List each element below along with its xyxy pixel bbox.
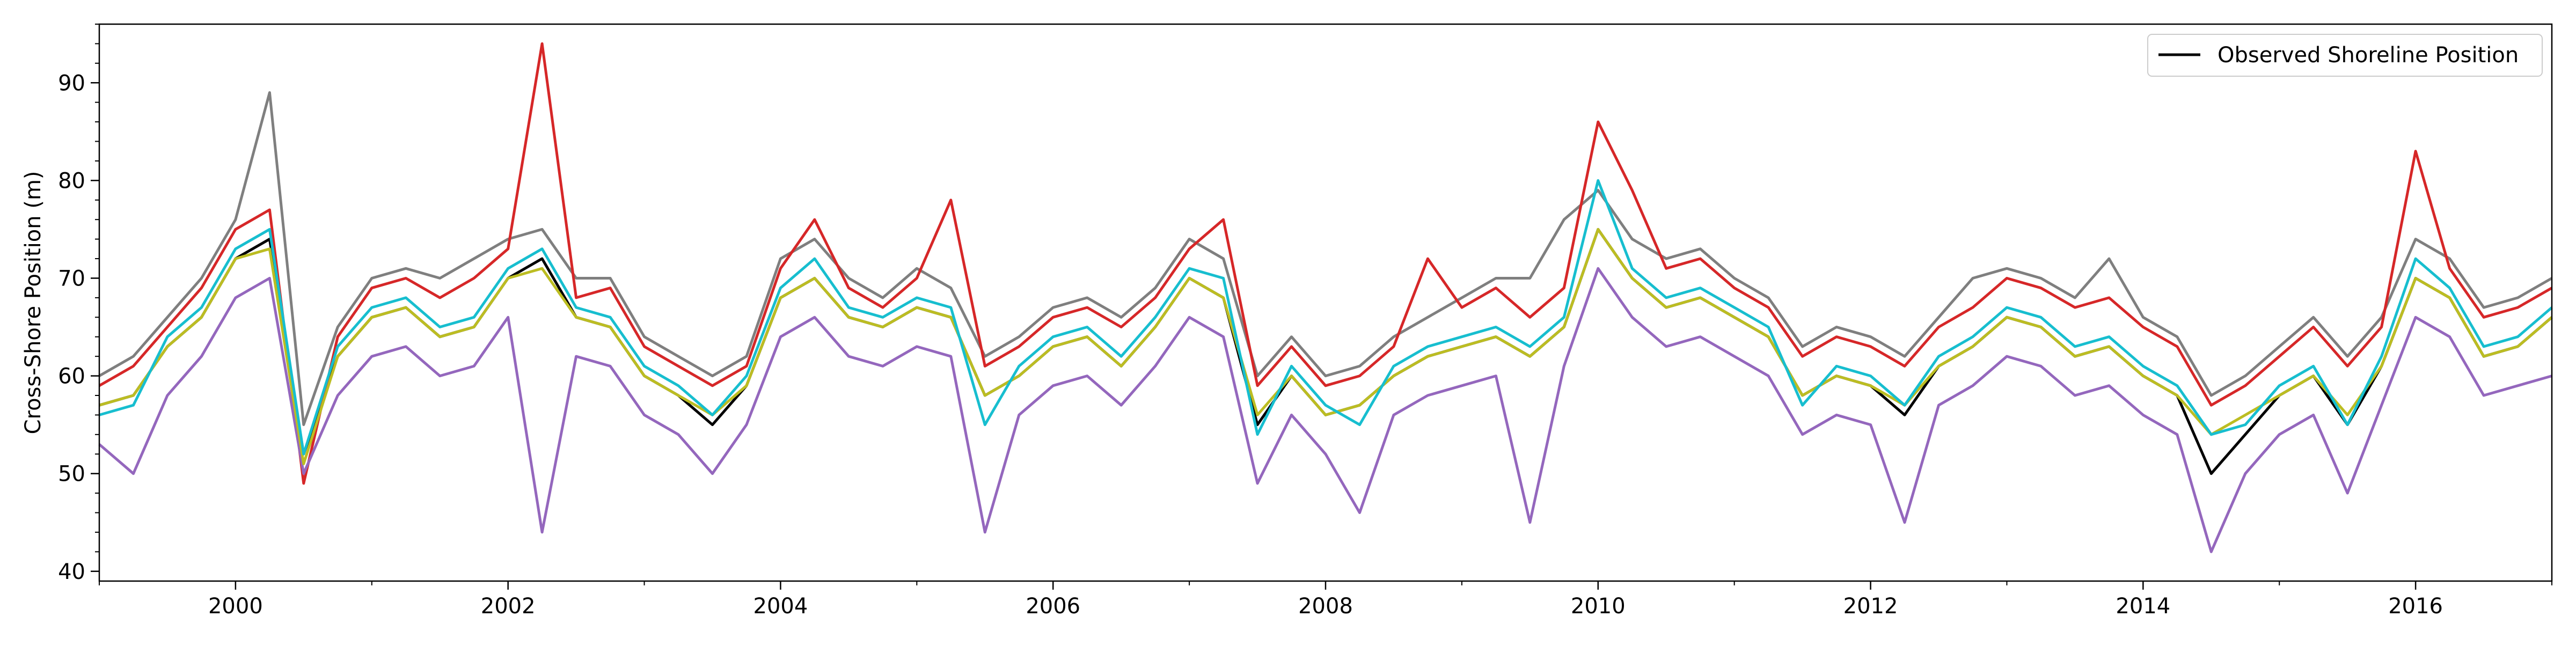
legend: Observed Shoreline Position xyxy=(2147,34,2543,77)
y-axis: 40 50 60 70 80 90 xyxy=(58,24,99,584)
legend-box xyxy=(2147,34,2543,77)
series-layer xyxy=(98,42,2553,553)
legend-label: Observed Shoreline Position xyxy=(2218,43,2519,68)
x-axis: 2000 2002 2004 2006 2008 2010 2012 2014 2016 xyxy=(99,581,2552,619)
x-tick-label: 2000 xyxy=(208,594,263,619)
x-tick-label: 2014 xyxy=(2116,594,2170,619)
x-tick-label: 2004 xyxy=(753,594,808,619)
y-tick-label: 50 xyxy=(58,462,85,487)
x-tick-label: 2008 xyxy=(1298,594,1353,619)
x-tick-label: 2012 xyxy=(1843,594,1898,619)
y-axis-label: Cross-Shore Position (m) xyxy=(21,171,46,435)
y-tick-label: 40 xyxy=(58,560,85,584)
series-line-1 xyxy=(98,91,2553,427)
x-tick-label: 2006 xyxy=(1026,594,1080,619)
series-line-2 xyxy=(98,42,2553,485)
y-tick-label: 60 xyxy=(58,364,85,389)
x-tick-label: 2010 xyxy=(1571,594,1626,619)
x-tick-label: 2016 xyxy=(2388,594,2443,619)
x-tick-label: 2002 xyxy=(481,594,536,619)
y-tick-label: 70 xyxy=(58,266,85,291)
y-tick-label: 90 xyxy=(58,71,85,96)
series-line-3 xyxy=(98,267,2552,553)
series-line-4 xyxy=(99,227,2553,465)
series-line-5 xyxy=(99,179,2553,456)
y-tick-label: 80 xyxy=(58,168,85,193)
